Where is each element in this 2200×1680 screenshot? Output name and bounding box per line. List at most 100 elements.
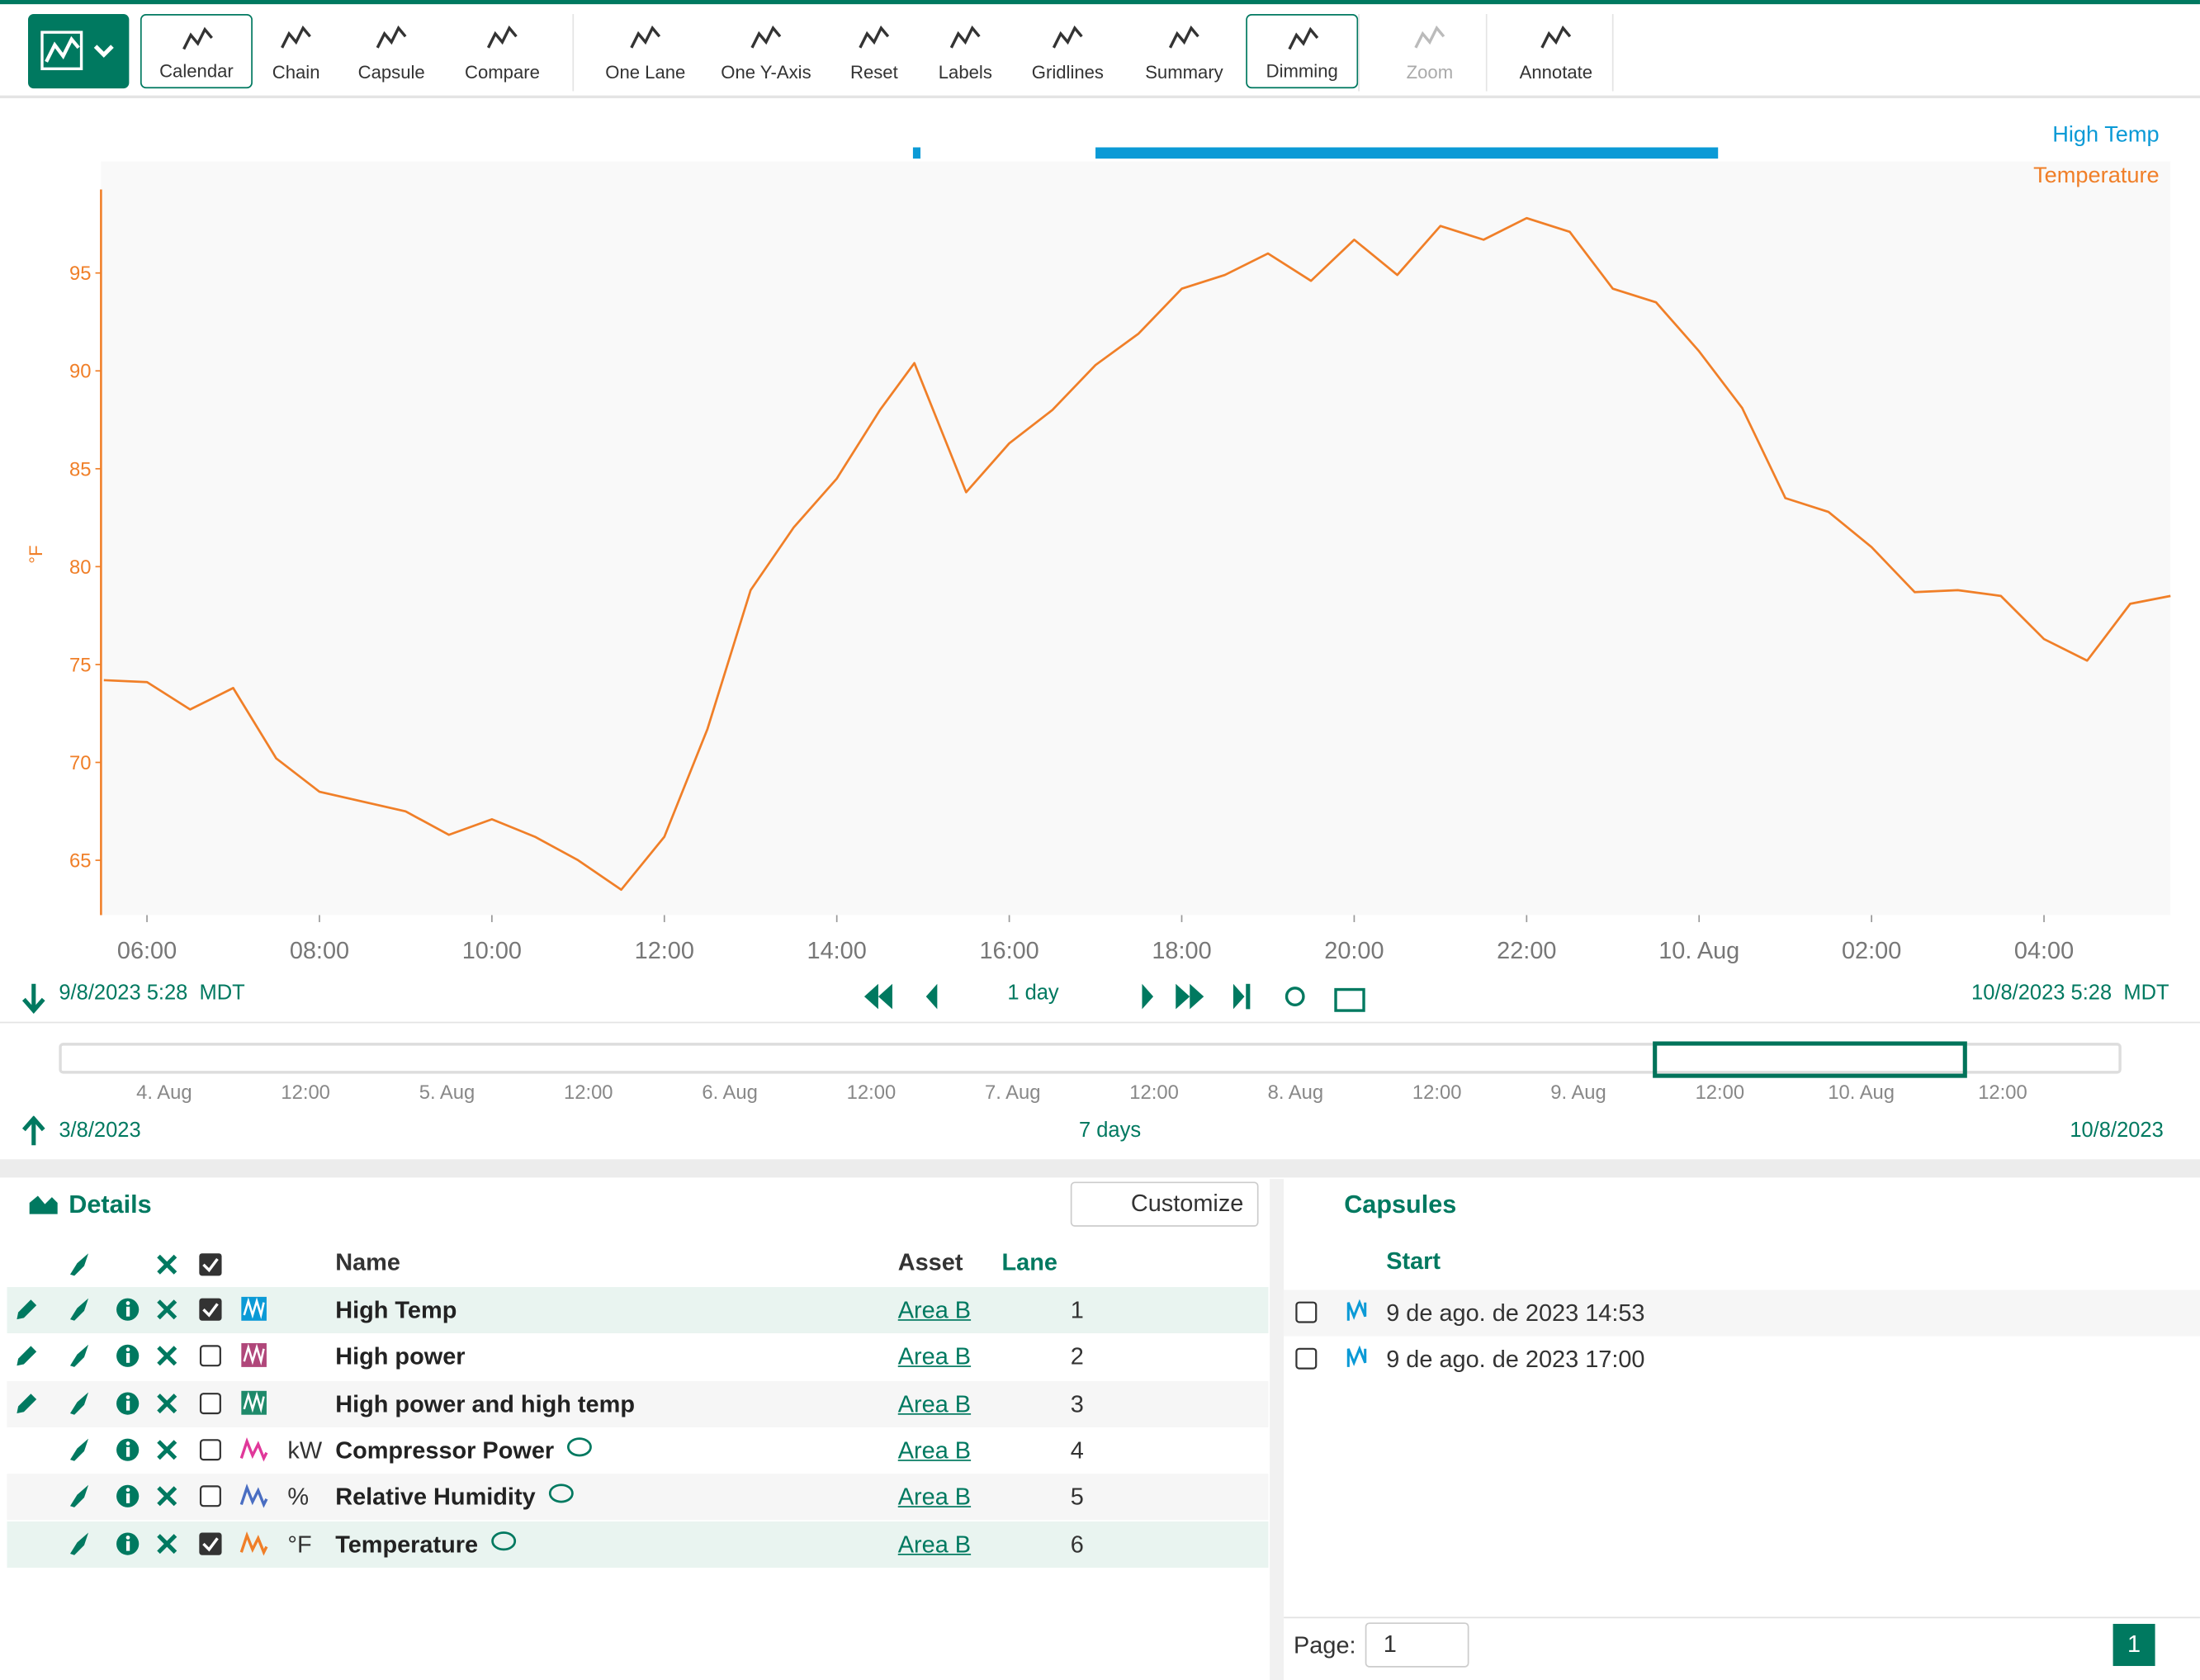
- edit-icon[interactable]: [12, 1342, 40, 1370]
- checkbox[interactable]: [196, 1389, 225, 1417]
- remove-icon[interactable]: [153, 1483, 181, 1511]
- edit-icon[interactable]: [12, 1389, 40, 1417]
- comment-icon[interactable]: [547, 1483, 575, 1511]
- shape: [17, 1299, 36, 1319]
- page-label: Page:: [1294, 1632, 1356, 1660]
- shape: [199, 1253, 221, 1275]
- toolbar-button[interactable]: Zoom: [1374, 14, 1486, 88]
- toolbar-button[interactable]: Calendar: [140, 14, 253, 88]
- comment-icon[interactable]: [565, 1436, 594, 1464]
- panel-divider[interactable]: [1270, 1179, 1284, 1680]
- toolbar-button[interactable]: Annotate: [1500, 14, 1612, 88]
- asset-link[interactable]: Area B: [898, 1297, 971, 1325]
- remove-icon[interactable]: [153, 1389, 181, 1417]
- checkbox[interactable]: [196, 1529, 225, 1557]
- down-arrow[interactable]: [20, 981, 48, 1015]
- toolbar-icon: [1412, 22, 1446, 53]
- info-icon[interactable]: [114, 1342, 142, 1370]
- toolbar-button[interactable]: Capsule: [335, 14, 447, 88]
- info-icon[interactable]: [114, 1389, 142, 1417]
- rocket-icon[interactable]: [66, 1389, 94, 1417]
- remove-icon[interactable]: [153, 1436, 181, 1464]
- asset-link[interactable]: Area B: [898, 1390, 971, 1418]
- asset-header[interactable]: Asset: [898, 1249, 963, 1277]
- y-tick-label: 70: [69, 752, 91, 774]
- range-end[interactable]: 10/8/2023 5:28 MDT: [1971, 981, 2169, 1005]
- toolbar-button[interactable]: Dimming: [1246, 14, 1358, 88]
- shape: [493, 1532, 515, 1549]
- legend-entry[interactable]: Temperature: [2033, 162, 2160, 187]
- toolbar-button[interactable]: One Lane: [589, 14, 702, 88]
- asset-link[interactable]: Area B: [898, 1344, 971, 1372]
- toolbar-icon: [857, 22, 891, 53]
- name-header[interactable]: Name: [335, 1249, 400, 1277]
- overview-tick-label: 9. Aug: [1522, 1081, 1635, 1103]
- rocket-icon[interactable]: [66, 1436, 94, 1464]
- range-controls[interactable]: [859, 980, 1378, 1016]
- checkbox[interactable]: [196, 1295, 225, 1323]
- info-icon[interactable]: [114, 1483, 142, 1511]
- checkbox[interactable]: [196, 1436, 225, 1464]
- remove-icon[interactable]: [153, 1295, 181, 1323]
- toolbar-label: Gridlines: [1011, 62, 1124, 83]
- remove-icon[interactable]: [153, 1342, 181, 1370]
- start-header[interactable]: Start: [1386, 1247, 1441, 1275]
- x-tick-label: 16:00: [979, 938, 1038, 964]
- splitter[interactable]: [0, 1159, 2200, 1177]
- lane: 3: [1071, 1390, 1084, 1418]
- range-start[interactable]: 9/8/2023 5:28 MDT: [59, 981, 244, 1005]
- shape: [70, 1253, 88, 1275]
- overview-selection[interactable]: [1653, 1041, 1967, 1077]
- edit-icon[interactable]: [12, 1295, 40, 1323]
- shape: [126, 1400, 130, 1410]
- asset-link[interactable]: Area B: [898, 1531, 971, 1559]
- capsule-checkbox[interactable]: [1292, 1345, 1320, 1373]
- checkbox[interactable]: [196, 1342, 225, 1370]
- info-icon[interactable]: [114, 1436, 142, 1464]
- current-page[interactable]: 1: [2113, 1624, 2155, 1666]
- checkbox[interactable]: [196, 1483, 225, 1511]
- toolbar-separator: [1612, 14, 1614, 92]
- overview-tick-label: 7. Aug: [957, 1081, 1069, 1103]
- legend-entry[interactable]: High Temp: [2052, 121, 2159, 147]
- item-name: Relative Humidity: [335, 1484, 535, 1512]
- remove-icon[interactable]: [153, 1529, 181, 1557]
- y-tick-label: 85: [69, 458, 91, 480]
- toolbar-button[interactable]: Compare: [446, 14, 558, 88]
- toolbar-label: Dimming: [1247, 60, 1357, 82]
- range-duration[interactable]: 1 day: [1007, 981, 1058, 1005]
- info-icon[interactable]: [114, 1295, 142, 1323]
- overview-tick-label: 10. Aug: [1805, 1081, 1918, 1103]
- toolbar-button[interactable]: One Y-Axis: [710, 14, 822, 88]
- up-arrow[interactable]: [20, 1116, 48, 1147]
- details-panel: Details Customize Name Asset Lane High T…: [7, 1179, 1270, 1680]
- icon-shape: [1289, 30, 1318, 50]
- toolbar-button[interactable]: Gridlines: [1011, 14, 1124, 88]
- asset-link[interactable]: Area B: [898, 1437, 971, 1465]
- capsule-row: 9 de ago. de 2023 14:53: [1284, 1290, 2200, 1336]
- rocket-icon[interactable]: [66, 1342, 94, 1370]
- timezone: MDT: [2123, 981, 2169, 1005]
- toolbar-button[interactable]: Labels: [909, 14, 1021, 88]
- check-all[interactable]: [196, 1251, 225, 1279]
- toolbar-button[interactable]: Summary: [1128, 14, 1240, 88]
- item-icon: [240, 1529, 268, 1557]
- icon-shape: [1416, 28, 1444, 48]
- capsule-bar[interactable]: [913, 148, 920, 159]
- asset-link[interactable]: Area B: [898, 1484, 971, 1512]
- shape: [201, 1487, 220, 1507]
- lane-header[interactable]: Lane: [1002, 1249, 1057, 1277]
- overview-start[interactable]: 3/8/2023: [59, 1119, 140, 1143]
- info-icon[interactable]: [114, 1529, 142, 1557]
- capsule-checkbox[interactable]: [1292, 1299, 1320, 1327]
- rocket-icon[interactable]: [66, 1529, 94, 1557]
- rocket-icon[interactable]: [66, 1483, 94, 1511]
- page-select[interactable]: 1: [1365, 1622, 1469, 1667]
- capsule-bar[interactable]: [1095, 148, 1718, 159]
- rocket-icon[interactable]: [66, 1295, 94, 1323]
- customize-button[interactable]: Customize: [1071, 1181, 1259, 1226]
- overview-end[interactable]: 10/8/2023: [2070, 1119, 2163, 1143]
- overview-duration[interactable]: 7 days: [1079, 1119, 1141, 1143]
- shape: [126, 1488, 130, 1493]
- comment-icon[interactable]: [490, 1529, 518, 1557]
